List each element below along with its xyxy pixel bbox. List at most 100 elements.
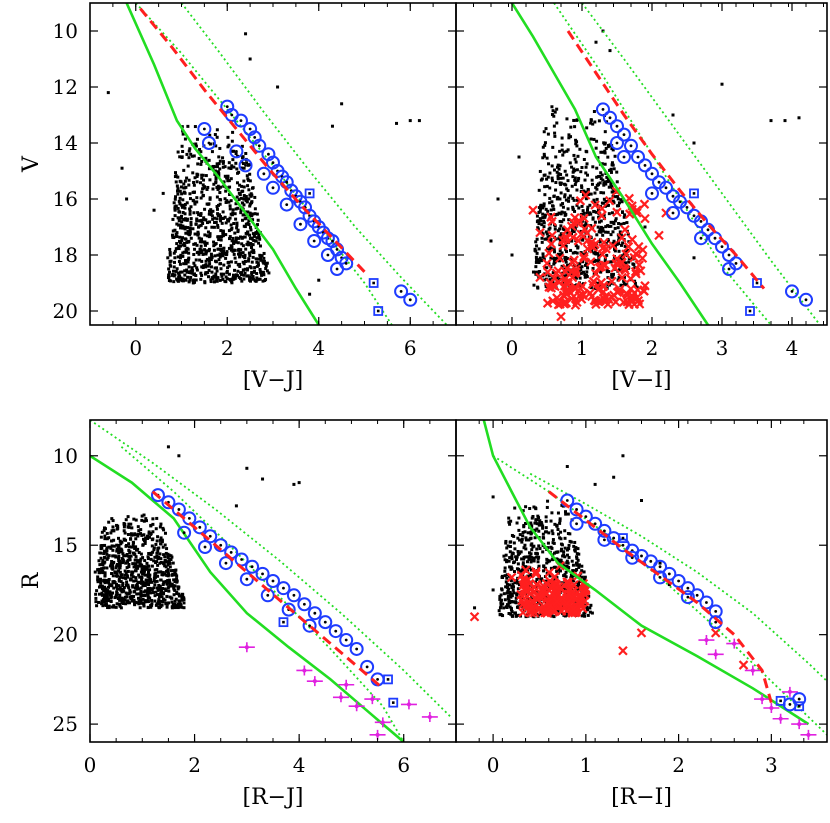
field-star (240, 184, 244, 188)
nonmember-cross (506, 572, 517, 583)
field-star (217, 155, 221, 159)
field-star (189, 217, 193, 221)
field-star (503, 569, 507, 573)
member-circle (297, 597, 312, 612)
field-star (154, 603, 158, 607)
field-star (570, 229, 574, 233)
field-star (555, 524, 559, 528)
field-star (248, 179, 252, 183)
field-star (576, 246, 580, 250)
field-star (118, 566, 122, 570)
field-star (595, 183, 599, 187)
field-star (592, 110, 596, 114)
field-star (187, 280, 191, 284)
field-star (569, 248, 573, 252)
field-star (125, 566, 129, 570)
field-star (538, 217, 542, 221)
nonmember-cross (631, 269, 641, 279)
field-star (139, 594, 143, 598)
field-star (227, 229, 231, 233)
field-star (179, 244, 183, 248)
field-star (194, 278, 198, 282)
nonmember-cross (612, 207, 622, 217)
field-star (231, 211, 235, 215)
field-star (139, 586, 143, 590)
field-star (130, 545, 134, 549)
field-star (140, 564, 144, 568)
field-star (552, 262, 556, 266)
nonmember-cross (549, 572, 560, 582)
field-star (172, 265, 176, 269)
panel-p2: 0 1 2 3 4[V−I] (455, 2, 828, 393)
field-star (146, 578, 150, 582)
field-star (180, 279, 184, 283)
field-star (118, 596, 122, 600)
field-star (226, 266, 230, 270)
field-star (226, 145, 230, 149)
field-star (209, 258, 213, 262)
member-dot (376, 677, 379, 681)
field-star (219, 244, 223, 248)
member-square-dot (621, 536, 625, 540)
field-star (561, 554, 565, 558)
field-star (246, 184, 250, 188)
field-star (172, 274, 176, 278)
field-star (165, 573, 169, 577)
field-star (571, 569, 575, 573)
field-star (546, 499, 550, 503)
field-star (188, 192, 192, 196)
member-dot (621, 543, 625, 547)
field-star (120, 540, 124, 544)
field-star (148, 580, 152, 584)
field-star (177, 603, 181, 607)
member-circle (785, 284, 799, 299)
field-star (256, 218, 260, 222)
field-star (111, 528, 115, 532)
field-star (510, 557, 514, 561)
field-star (233, 248, 237, 252)
member-circle (631, 150, 645, 164)
field-star (165, 569, 169, 573)
member-circle (645, 186, 659, 201)
field-star (125, 580, 129, 584)
field-star (572, 118, 576, 122)
field-star (133, 532, 137, 536)
field-star (513, 611, 517, 615)
field-star (162, 592, 166, 596)
field-star (254, 279, 258, 283)
field-star (247, 219, 251, 223)
field-star (200, 159, 204, 163)
field-star (508, 522, 512, 526)
field-star (602, 191, 606, 195)
field-star (620, 254, 624, 258)
field-star (507, 516, 511, 520)
member-circle (307, 606, 322, 621)
nonmember-cross (549, 580, 559, 590)
field-star (146, 555, 150, 559)
field-star (209, 208, 213, 212)
field-star (173, 214, 177, 218)
field-star (582, 577, 586, 581)
field-star (105, 546, 109, 550)
field-star (213, 133, 217, 137)
field-star (595, 187, 599, 191)
field-star (253, 195, 257, 199)
field-star (212, 275, 216, 279)
field-star (115, 523, 119, 527)
field-star (564, 183, 568, 187)
field-star (181, 132, 185, 136)
field-star (135, 592, 139, 596)
field-star (545, 156, 549, 160)
field-star (156, 549, 160, 553)
field-star (175, 574, 179, 578)
member-circle (256, 166, 271, 181)
field-star (133, 569, 137, 573)
field-star (251, 218, 255, 222)
field-star (235, 226, 239, 230)
field-star (566, 207, 570, 211)
field-star (607, 179, 611, 183)
member-dot (608, 116, 612, 120)
field-star (594, 146, 598, 150)
field-star (556, 177, 560, 181)
field-star (144, 599, 148, 603)
